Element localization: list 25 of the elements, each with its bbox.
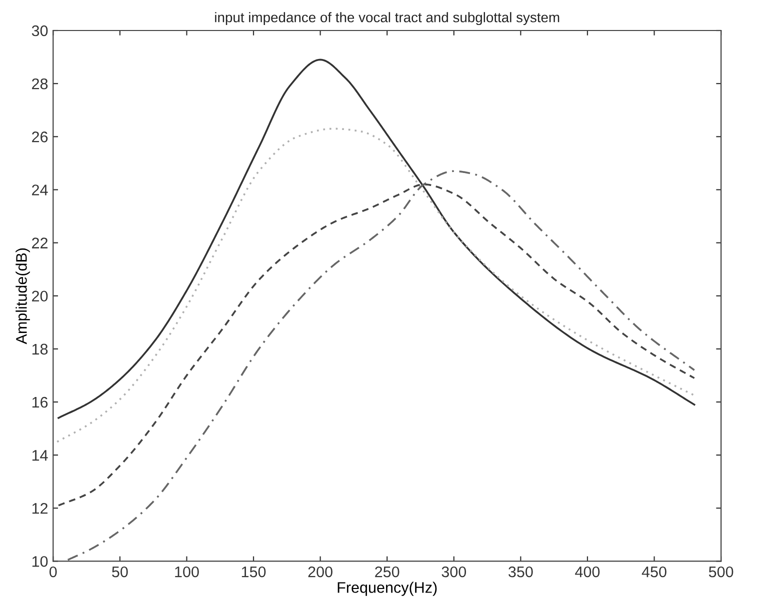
x-tick-label: 150: [242, 566, 266, 578]
x-tick-label: 250: [375, 566, 400, 578]
chart-title: input impedance of the vocal tract and subglottal system: [215, 12, 560, 26]
y-tick-label: 18: [32, 344, 48, 355]
y-tick-label: 24: [32, 184, 48, 196]
x-tick-label: 300: [442, 566, 466, 578]
x-tick-label: 350: [508, 566, 533, 578]
y-tick-label: 16: [32, 396, 48, 408]
x-tick-label: 200: [308, 566, 332, 578]
x-tick-label: 400: [575, 566, 600, 578]
x-tick-label: 50: [112, 566, 128, 578]
y-tick-label: 28: [32, 78, 48, 90]
x-tick-label: 450: [642, 566, 666, 578]
y-tick-label: 10: [32, 556, 48, 567]
y-tick-label: 26: [32, 132, 48, 142]
y-tick-label: 20: [32, 290, 48, 302]
x-tick-label: 0: [49, 566, 57, 578]
y-tick-label: 22: [32, 238, 48, 248]
x-tick-label: 500: [708, 566, 734, 578]
x-axis-title: Frequency(Hz): [338, 582, 437, 596]
y-tick-label: 30: [32, 25, 48, 36]
x-tick-label: 100: [175, 566, 199, 578]
y-tick-label: 12: [32, 503, 48, 514]
y-tick-label: 14: [32, 450, 48, 461]
y-axis-title: Amplitude(dB): [16, 248, 30, 344]
